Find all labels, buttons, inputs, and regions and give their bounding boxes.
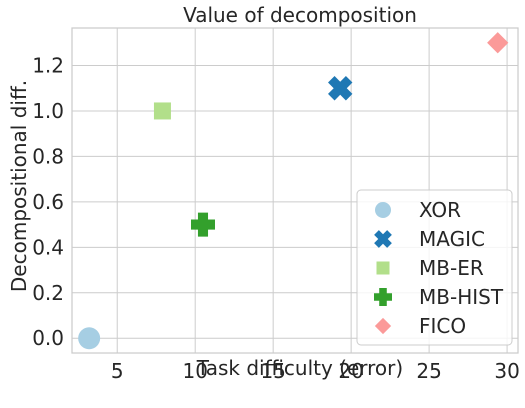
y-tick-label: 0.6 [32, 190, 64, 214]
y-axis-label: Decompositional diff. [7, 80, 31, 292]
legend-marker-magic-shape [374, 230, 392, 248]
y-tick-label: 0.8 [32, 144, 64, 168]
x-axis-label: Task difficulty (error) [196, 356, 403, 380]
x-tick-label: 30 [494, 359, 519, 383]
y-tick-label: 0.4 [32, 235, 64, 259]
legend-marker-xor [375, 202, 391, 218]
legend-marker-fico [374, 317, 392, 335]
point-mb-er [153, 102, 171, 120]
x-tick-label: 5 [111, 359, 124, 383]
legend-label: MAGIC [419, 227, 485, 251]
point-magic [328, 76, 353, 101]
legend-marker-mb-er [376, 261, 390, 275]
legend-marker-mb-hist [374, 288, 392, 306]
legend-label: MB-ER [419, 256, 484, 280]
y-tick-label: 0.2 [32, 281, 64, 305]
point-fico [487, 32, 509, 54]
legend-label: FICO [419, 314, 466, 338]
point-mb-hist [190, 212, 215, 237]
x-tick-label: 20 [338, 359, 363, 383]
y-tick-label: 1.2 [32, 54, 64, 78]
chart-title: Value of decomposition [183, 3, 417, 27]
y-tick-label: 1.0 [32, 99, 64, 123]
tick-labels: 5 10 15 20 25 30 0.0 0.2 0.4 0.6 0.8 1.0 1.2 [32, 54, 520, 384]
legend-marker-magic [374, 230, 392, 248]
legend-label: XOR [419, 198, 461, 222]
plot-frame [71, 27, 519, 354]
legend: XOR MAGIC MB-ER MB-HIST FICO [356, 189, 513, 346]
legend-frame [356, 189, 513, 346]
point-magic-shape [328, 76, 353, 101]
point-xor [78, 327, 101, 350]
y-tick-label: 0.0 [32, 326, 64, 350]
legend-label: MB-HIST [419, 285, 504, 309]
x-tick-label: 15 [260, 359, 285, 383]
x-tick-label: 10 [182, 359, 207, 383]
data-points [78, 32, 509, 350]
x-tick-label: 25 [416, 359, 441, 383]
